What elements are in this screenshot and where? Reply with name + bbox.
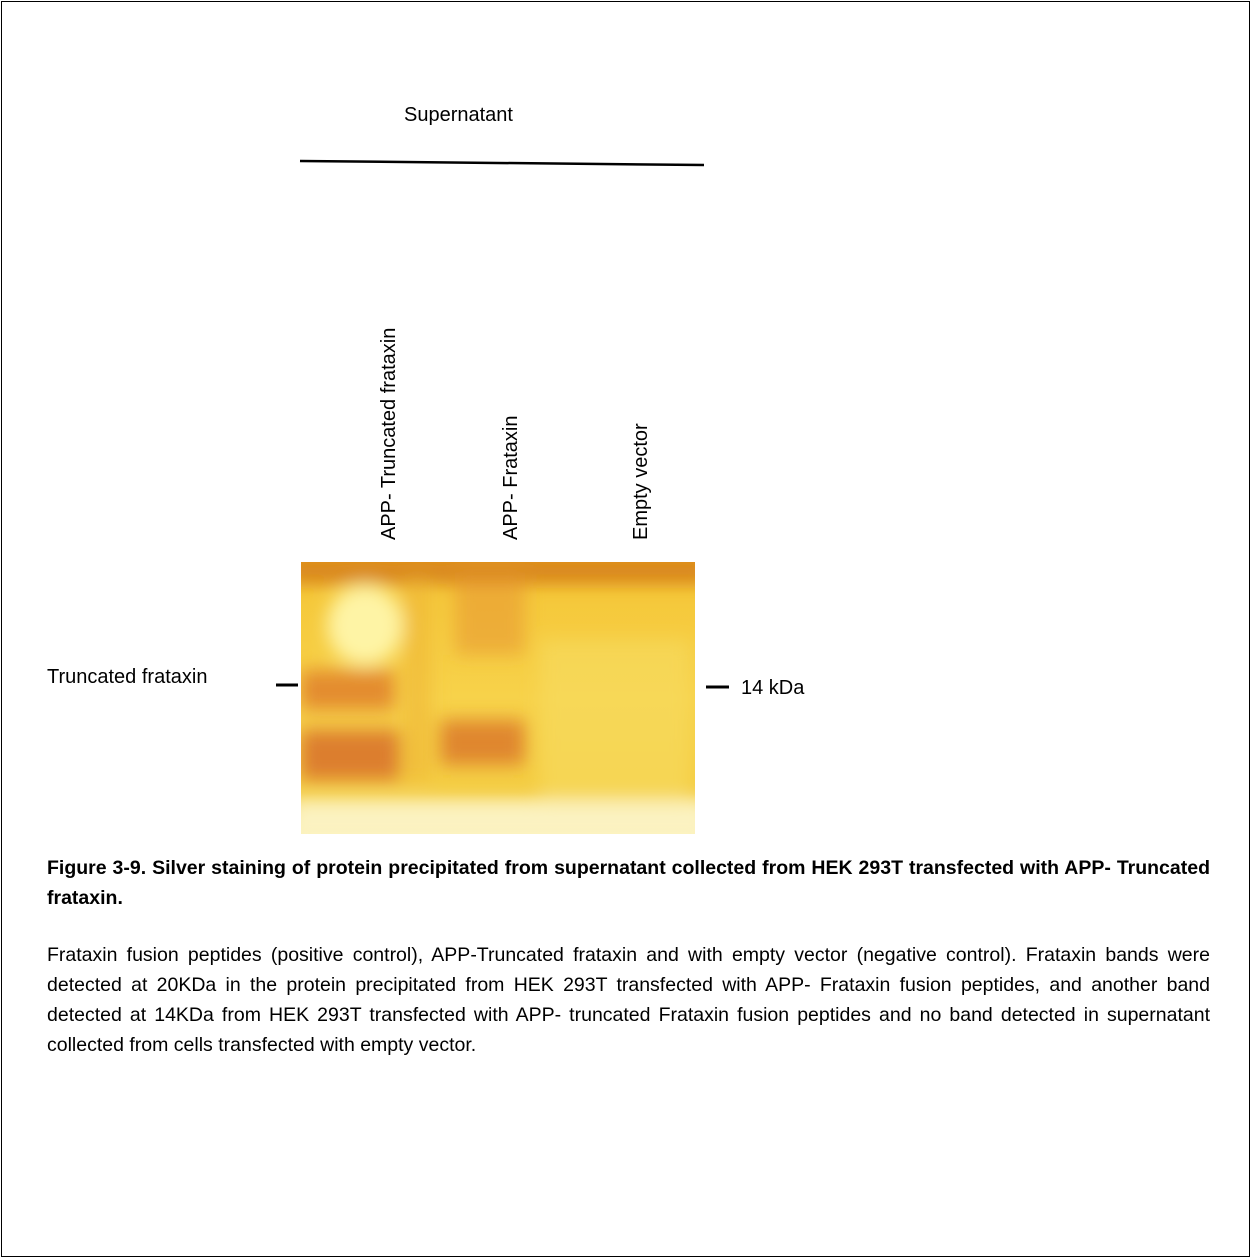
marker-label: 14 kDa [741, 677, 804, 700]
group-line [300, 161, 704, 165]
gel-image [290, 560, 710, 840]
band-label: Truncated frataxin [47, 666, 207, 689]
page: Supernatant APP- Truncated frataxin APP-… [0, 0, 1253, 1260]
lane-label: APP- Frataxin [500, 416, 523, 540]
caption-body: Frataxin fusion peptides (positive contr… [47, 940, 1210, 1060]
figure-graphics [0, 0, 1253, 860]
lane-label: APP- Truncated frataxin [378, 328, 401, 540]
caption-title: Figure 3-9. Silver staining of protein p… [47, 853, 1210, 913]
lane-label: Empty vector [630, 423, 653, 540]
